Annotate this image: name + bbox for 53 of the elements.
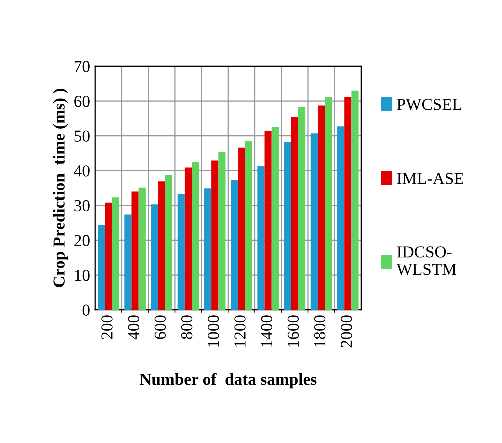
y-tick-label: 50	[74, 130, 90, 142]
x-tick-label: 1000	[208, 316, 220, 347]
y-tick-label: 0	[82, 304, 90, 316]
bar	[184, 168, 192, 310]
bar	[158, 182, 166, 310]
bar	[218, 152, 226, 310]
bar	[98, 226, 106, 310]
bar	[245, 141, 252, 310]
bar	[284, 142, 292, 310]
bar	[132, 192, 139, 310]
x-axis-title: Number of data samples	[140, 373, 317, 389]
legend-label: IDCSO- WLSTM	[396, 246, 456, 276]
x-tick-label: 600	[154, 316, 166, 340]
bar	[138, 188, 146, 310]
bar	[204, 188, 212, 310]
y-tick-label: 40	[74, 166, 90, 177]
bar	[178, 194, 185, 310]
bar	[298, 108, 306, 310]
bar	[192, 162, 200, 310]
bar	[325, 97, 332, 310]
bar	[344, 97, 352, 310]
bar	[318, 106, 326, 310]
y-tick-label: 60	[74, 96, 90, 108]
bar	[238, 148, 246, 310]
x-tick-label: 200	[102, 316, 113, 340]
y-tick-label: 20	[74, 235, 90, 246]
bar	[165, 175, 173, 310]
bar	[258, 166, 265, 310]
x-tick-label: 2000	[341, 316, 352, 348]
bar	[352, 90, 359, 310]
y-tick-label: 70	[74, 61, 90, 72]
bar	[264, 131, 272, 310]
x-tick-label: 1200	[234, 316, 246, 347]
x-tick-label: 400	[128, 316, 140, 340]
bar	[310, 134, 318, 310]
x-tick-label: 1800	[314, 316, 326, 347]
legend-label: IML-ASE	[397, 173, 464, 184]
legend-label: PWCSEL	[397, 99, 462, 110]
bar	[231, 180, 238, 310]
y-tick-label: 10	[75, 270, 90, 282]
y-axis-title: Crop Prediction time (ms) )	[53, 89, 68, 288]
bar	[272, 127, 279, 310]
bar	[151, 204, 158, 310]
bar	[105, 202, 112, 310]
bar	[337, 126, 345, 310]
bar	[212, 160, 219, 310]
x-tick-label: 800	[181, 316, 193, 340]
bar	[291, 117, 298, 310]
x-tick-label: 1600	[288, 316, 300, 347]
y-tick-label: 30	[74, 200, 90, 212]
bar	[112, 198, 120, 310]
bar	[124, 214, 132, 310]
x-tick-label: 1400	[261, 316, 272, 347]
